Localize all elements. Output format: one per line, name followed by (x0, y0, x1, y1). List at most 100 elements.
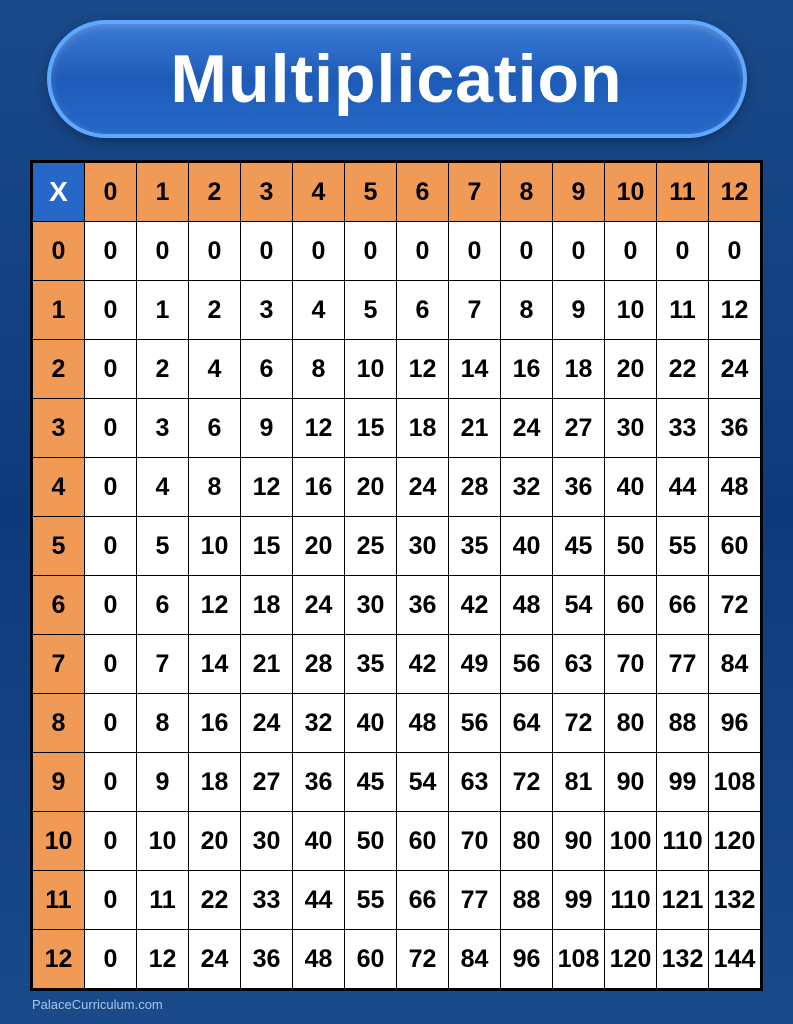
table-cell: 56 (501, 635, 553, 694)
table-cell: 1 (137, 281, 189, 340)
table-cell: 81 (553, 753, 605, 812)
table-cell: 0 (85, 812, 137, 871)
table-cell: 18 (553, 340, 605, 399)
table-cell: 0 (85, 517, 137, 576)
table-cell: 27 (553, 399, 605, 458)
row-header: 8 (33, 694, 85, 753)
table-cell: 0 (85, 281, 137, 340)
table-cell: 5 (345, 281, 397, 340)
col-header: 11 (657, 163, 709, 222)
table-cell: 40 (605, 458, 657, 517)
table-cell: 96 (709, 694, 761, 753)
table-cell: 64 (501, 694, 553, 753)
table-cell: 10 (345, 340, 397, 399)
col-header: 3 (241, 163, 293, 222)
table-cell: 16 (293, 458, 345, 517)
table-cell: 8 (501, 281, 553, 340)
table-cell: 99 (553, 871, 605, 930)
table-cell: 35 (449, 517, 501, 576)
table-cell: 20 (345, 458, 397, 517)
table-cell: 28 (293, 635, 345, 694)
table-cell: 5 (137, 517, 189, 576)
table-cell: 18 (241, 576, 293, 635)
table-cell: 56 (449, 694, 501, 753)
table-cell: 0 (189, 222, 241, 281)
table-cell: 110 (605, 871, 657, 930)
table-cell: 8 (137, 694, 189, 753)
table-cell: 20 (189, 812, 241, 871)
table-cell: 0 (85, 576, 137, 635)
table-cell: 10 (137, 812, 189, 871)
table-cell: 70 (449, 812, 501, 871)
row-header: 0 (33, 222, 85, 281)
col-header: 5 (345, 163, 397, 222)
table-cell: 48 (709, 458, 761, 517)
col-header: 0 (85, 163, 137, 222)
multiplication-table: X012345678910111200000000000000101234567… (32, 162, 761, 989)
col-header: 12 (709, 163, 761, 222)
table-cell: 120 (709, 812, 761, 871)
table-cell: 0 (137, 222, 189, 281)
table-cell: 84 (709, 635, 761, 694)
table-cell: 80 (501, 812, 553, 871)
table-cell: 121 (657, 871, 709, 930)
table-cell: 9 (137, 753, 189, 812)
col-header: 7 (449, 163, 501, 222)
table-cell: 60 (709, 517, 761, 576)
table-cell: 27 (241, 753, 293, 812)
table-cell: 20 (293, 517, 345, 576)
table-cell: 15 (345, 399, 397, 458)
col-header: 1 (137, 163, 189, 222)
table-cell: 0 (345, 222, 397, 281)
table-cell: 0 (85, 635, 137, 694)
table-cell: 24 (397, 458, 449, 517)
table-cell: 48 (397, 694, 449, 753)
table-cell: 108 (709, 753, 761, 812)
table-cell: 55 (345, 871, 397, 930)
table-cell: 54 (553, 576, 605, 635)
row-header: 1 (33, 281, 85, 340)
table-cell: 10 (605, 281, 657, 340)
row-header: 3 (33, 399, 85, 458)
table-cell: 4 (189, 340, 241, 399)
table-cell: 0 (397, 222, 449, 281)
table-cell: 99 (657, 753, 709, 812)
row-header: 11 (33, 871, 85, 930)
table-cell: 8 (293, 340, 345, 399)
table-cell: 110 (657, 812, 709, 871)
table-cell: 0 (709, 222, 761, 281)
table-cell: 88 (501, 871, 553, 930)
table-cell: 55 (657, 517, 709, 576)
table-cell: 0 (605, 222, 657, 281)
page-title: Multiplication (170, 40, 622, 118)
table-cell: 48 (501, 576, 553, 635)
col-header: 2 (189, 163, 241, 222)
table-cell: 36 (397, 576, 449, 635)
row-header: 4 (33, 458, 85, 517)
table-cell: 40 (345, 694, 397, 753)
table-cell: 24 (709, 340, 761, 399)
table-cell: 33 (241, 871, 293, 930)
table-cell: 30 (241, 812, 293, 871)
table-cell: 48 (293, 930, 345, 989)
table-cell: 50 (605, 517, 657, 576)
table-cell: 40 (501, 517, 553, 576)
table-cell: 132 (657, 930, 709, 989)
table-cell: 4 (293, 281, 345, 340)
table-cell: 21 (449, 399, 501, 458)
table-cell: 50 (345, 812, 397, 871)
table-cell: 30 (345, 576, 397, 635)
table-cell: 0 (449, 222, 501, 281)
table-cell: 0 (553, 222, 605, 281)
table-cell: 90 (605, 753, 657, 812)
table-cell: 28 (449, 458, 501, 517)
table-cell: 42 (397, 635, 449, 694)
table-cell: 36 (241, 930, 293, 989)
table-cell: 0 (85, 753, 137, 812)
table-cell: 66 (397, 871, 449, 930)
table-cell: 2 (189, 281, 241, 340)
table-cell: 96 (501, 930, 553, 989)
col-header: 9 (553, 163, 605, 222)
table-cell: 0 (85, 458, 137, 517)
table-cell: 0 (657, 222, 709, 281)
